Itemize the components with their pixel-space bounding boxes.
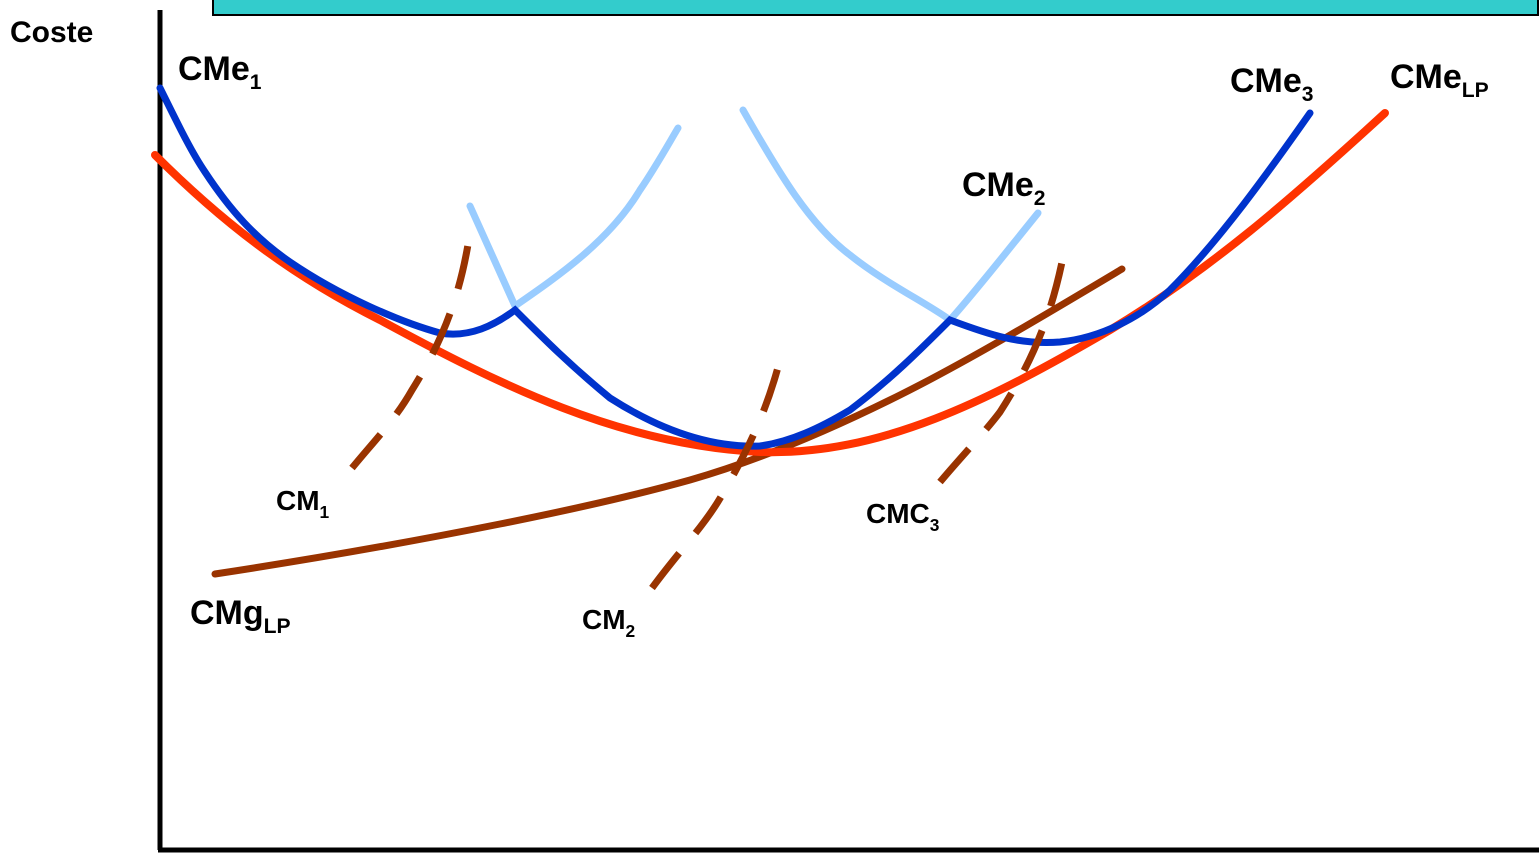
cmelp-label: CMeLP [1390,58,1489,103]
cmc3-label: CMC3 [866,498,940,535]
cm2-label: CM2 [582,604,636,641]
cme2-curve-right [739,106,1042,325]
cm2-curve [649,351,786,591]
cme2-label: CMe2 [962,166,1046,211]
cm1-label: CM1 [276,485,330,522]
cme3-label: CMe3 [1230,62,1314,107]
cme1-label: CMe1 [178,50,262,95]
cmc3-curve [937,246,1069,485]
cm1-curve [349,231,474,471]
cmelp-curve [151,109,1389,457]
cmglp-curve [211,265,1126,578]
cme1-cme3-curve [156,84,1314,450]
cme2-curve-left [466,124,682,312]
cmglp-label: CMgLP [190,594,291,639]
y-axis-label: Coste [10,16,94,49]
header-banner [212,0,1539,16]
